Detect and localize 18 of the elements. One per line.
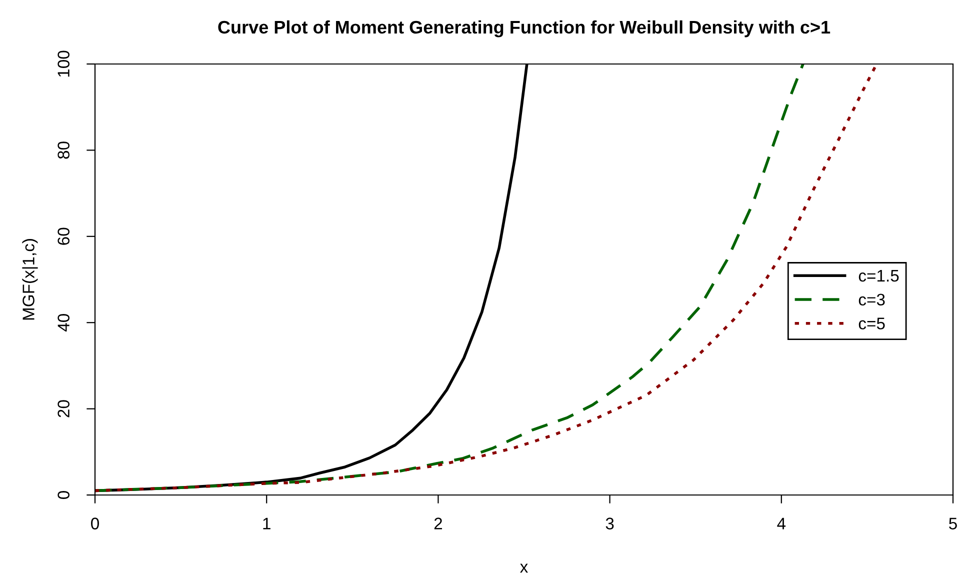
- chart-title: Curve Plot of Moment Generating Function for Weibull Density with c>1: [218, 20, 830, 38]
- legend-label: c=1.5: [858, 270, 899, 282]
- x-tick-label: 4: [777, 518, 786, 530]
- x-tick-label: 2: [434, 518, 442, 530]
- x-axis-title: x: [520, 564, 528, 573]
- x-tick-label: 5: [949, 518, 957, 530]
- y-tick-label: 60: [58, 228, 70, 245]
- legend-label: c=5: [858, 318, 885, 330]
- x-tick-label: 1: [263, 518, 270, 530]
- y-axis-title: MGF(x|1,c): [22, 239, 38, 320]
- x-tick-label: 0: [91, 518, 99, 530]
- y-tick-label: 80: [58, 142, 70, 159]
- y-tick-label: 100: [58, 50, 70, 77]
- y-tick-label: 0: [58, 491, 70, 499]
- y-tick-label: 20: [58, 400, 70, 418]
- legend-label: c=3: [858, 294, 885, 306]
- x-tick-label: 3: [606, 518, 614, 530]
- y-tick-label: 40: [58, 314, 70, 332]
